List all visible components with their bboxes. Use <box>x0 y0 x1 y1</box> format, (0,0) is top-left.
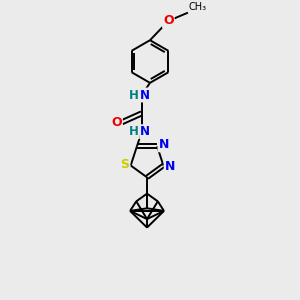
Text: S: S <box>120 158 129 170</box>
Text: N: N <box>140 125 150 138</box>
Text: N: N <box>158 138 169 151</box>
Text: N: N <box>165 160 175 173</box>
Text: H: H <box>128 125 138 138</box>
Text: CH₃: CH₃ <box>189 2 207 12</box>
Text: H: H <box>128 88 138 101</box>
Text: O: O <box>163 14 174 27</box>
Text: O: O <box>111 116 122 129</box>
Text: N: N <box>140 88 150 101</box>
